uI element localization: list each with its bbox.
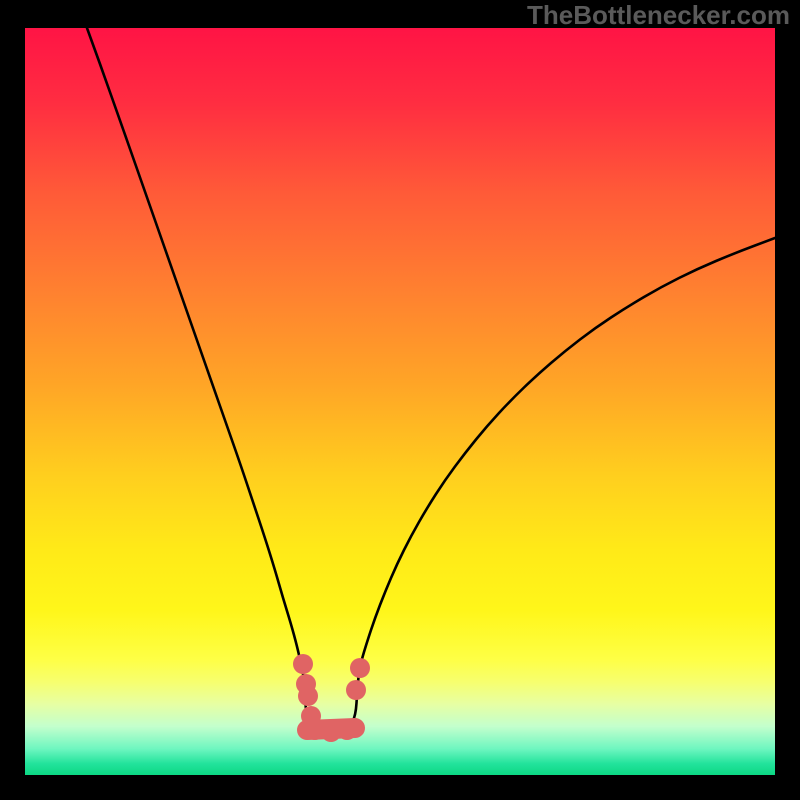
valley-floor-dot-2 (337, 720, 357, 740)
watermark-text: TheBottlenecker.com (527, 0, 790, 31)
right-branch-marker-0 (350, 658, 370, 678)
left-branch-marker-3 (301, 706, 321, 726)
left-branch-marker-0 (293, 654, 313, 674)
plot-area (25, 28, 775, 775)
right-branch-marker-1 (346, 680, 366, 700)
left-branch-marker-2 (298, 686, 318, 706)
chart-svg (25, 28, 775, 775)
gradient-background (25, 28, 775, 775)
